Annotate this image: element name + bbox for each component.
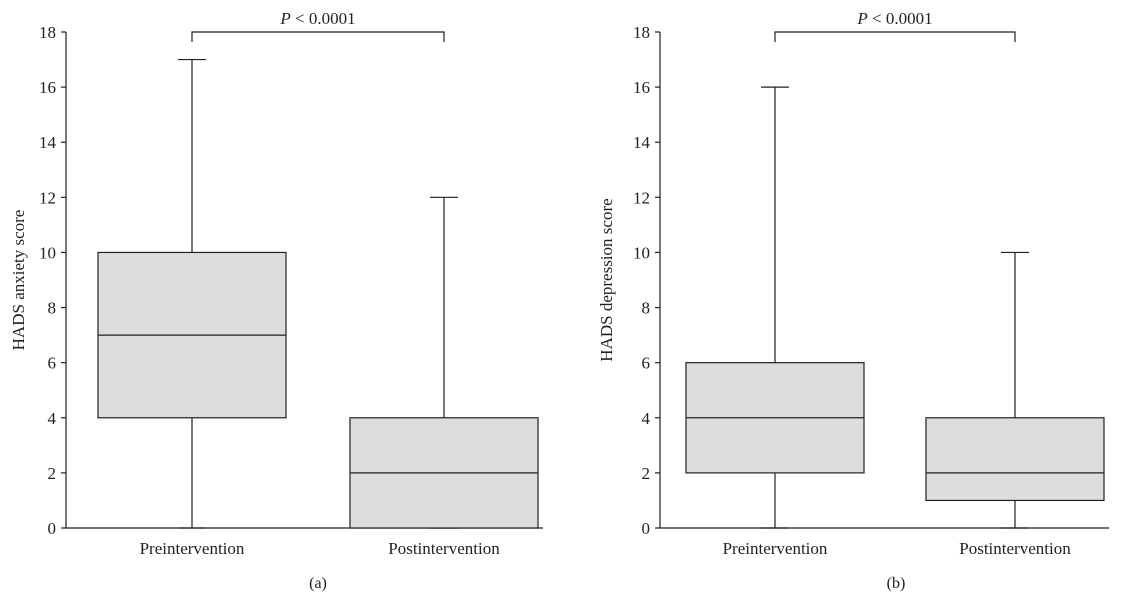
- y-tick-label: 10: [39, 243, 56, 262]
- y-axis-label: HADS depression score: [597, 198, 616, 361]
- y-tick-label: 16: [633, 78, 650, 97]
- y-tick-label: 14: [39, 133, 57, 152]
- y-tick-label: 14: [633, 133, 651, 152]
- x-category-label: Postintervention: [959, 539, 1071, 558]
- y-tick-label: 2: [48, 464, 57, 483]
- y-tick-label: 16: [39, 78, 56, 97]
- y-tick-label: 12: [39, 188, 56, 207]
- y-tick-label: 0: [642, 519, 651, 538]
- box-postintervention: [350, 197, 538, 528]
- y-tick-label: 18: [39, 23, 56, 42]
- box-preintervention: [686, 87, 864, 528]
- box-postintervention: [926, 252, 1104, 528]
- significance-bracket: [775, 32, 1015, 42]
- y-tick-label: 0: [48, 519, 57, 538]
- y-tick-label: 4: [642, 409, 651, 428]
- panel-a: 0 2 4 6 8 10 12 14 16 18 HADS anxiety score Preinte…: [9, 9, 543, 592]
- y-tick-label: 8: [642, 299, 651, 318]
- y-tick-label: 18: [633, 23, 650, 42]
- y-tick-label: 8: [48, 299, 57, 318]
- box-preintervention: [98, 60, 286, 528]
- y-tick-label: 10: [633, 243, 650, 262]
- x-category-label: Postintervention: [388, 539, 500, 558]
- panel-label: (b): [887, 575, 906, 592]
- p-value-label: P < 0.0001: [279, 9, 355, 28]
- panel-label: (a): [309, 575, 327, 592]
- y-tick-label: 2: [642, 464, 651, 483]
- p-value-label: P < 0.0001: [856, 9, 932, 28]
- y-tick-label: 6: [48, 354, 57, 373]
- x-category-label: Preintervention: [723, 539, 828, 558]
- y-tick-label: 6: [642, 354, 651, 373]
- panel-b: 0 2 4 6 8 10 12 14 16 18 HADS depression score Prei…: [597, 9, 1109, 592]
- significance-bracket: [192, 32, 444, 42]
- y-tick-label: 12: [633, 188, 650, 207]
- y-tick-label: 4: [48, 409, 57, 428]
- y-axis-label: HADS anxiety score: [9, 210, 28, 351]
- x-category-label: Preintervention: [140, 539, 245, 558]
- iqr-box: [926, 418, 1104, 501]
